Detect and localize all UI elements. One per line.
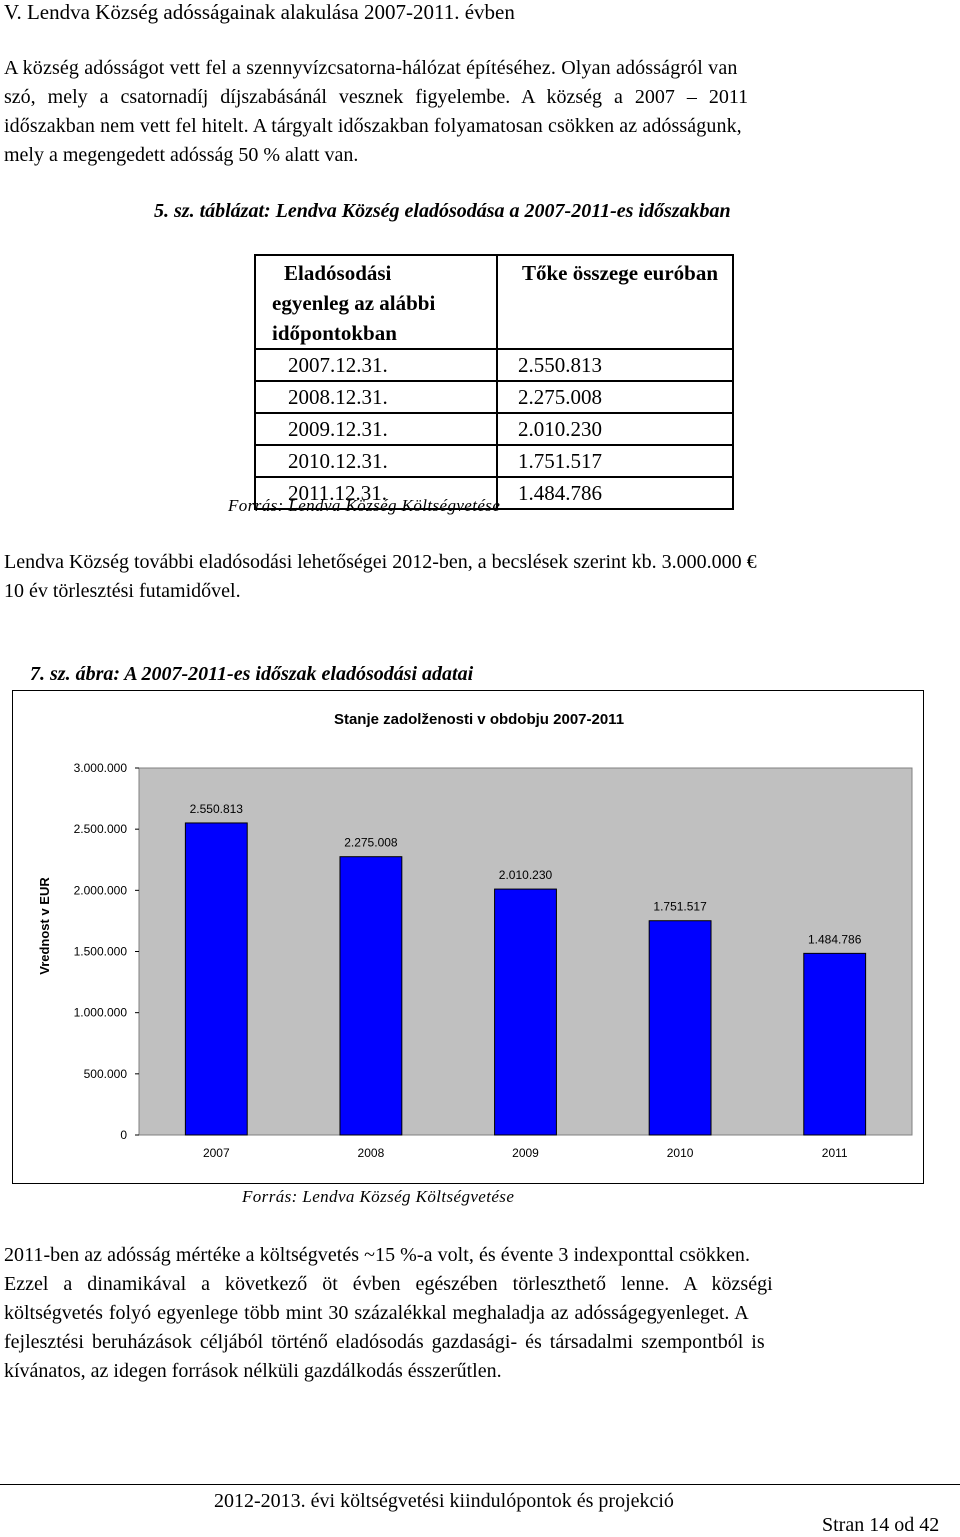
closing-line: kívánatos, az idegen források nélküli ga…	[4, 1360, 502, 1382]
mid-line: 10 év törlesztési futamidővel.	[4, 580, 241, 602]
table-cell-date: 2009.12.31.	[254, 412, 498, 445]
header-line: Eladósodási	[284, 261, 392, 285]
bar-value-label: 1.751.517	[653, 900, 707, 914]
y-tick-label: 1.000.000	[74, 1006, 128, 1020]
table-row: 2007.12.31. 2.550.813	[254, 348, 734, 381]
table-cell-amount: 2.010.230	[496, 412, 734, 445]
closing-line: Ezzel a dinamikával a következő öt évben…	[4, 1273, 773, 1295]
bar-2007	[184, 822, 248, 1136]
x-tick-label: 2008	[358, 1146, 385, 1160]
table-cell-date: 2008.12.31.	[254, 380, 498, 413]
y-axis-label: Vrednost v EUR	[37, 877, 52, 975]
x-tick-label: 2010	[667, 1146, 694, 1160]
table-cell-date: 2007.12.31.	[254, 348, 498, 381]
table-header-date: Eladósodási egyenleg az alábbi időpontok…	[254, 254, 498, 350]
bar-series: 2.550.813 2.275.008 2.010.230 1.751.517 1.48…	[184, 802, 867, 1136]
header-line: időpontokban	[272, 321, 397, 345]
table-row: 2011.12.31. 1.484.786	[254, 476, 734, 510]
bar-value-label: 1.484.786	[808, 932, 862, 946]
section-heading: V. Lendva Község adósságainak alakulása …	[4, 0, 515, 24]
bar-2010	[648, 920, 712, 1136]
y-tick-label: 2.500.000	[74, 822, 128, 836]
intro-line: A község adósságot vett fel a szennyvízc…	[4, 57, 738, 79]
table-cell-amount: 2.550.813	[496, 348, 734, 381]
x-tick-label: 2009	[512, 1146, 539, 1160]
table-cell-date: 2011.12.31.	[254, 476, 498, 510]
footer-rule	[0, 1484, 960, 1485]
y-tick-label: 500.000	[84, 1067, 128, 1081]
chart-frame: Stanje zadolženosti v obdobju 2007-2011 …	[12, 690, 924, 1184]
intro-paragraph: A község adósságot vett fel a szennyvízc…	[4, 54, 956, 170]
closing-line: fejlesztési beruházások céljából történő…	[4, 1331, 765, 1353]
table-cell-amount: 1.751.517	[496, 444, 734, 477]
x-tick-label: 2011	[822, 1146, 848, 1160]
debt-table: Eladósodási egyenleg az alábbi időpontok…	[254, 254, 734, 510]
bar-value-label: 2.010.230	[499, 868, 553, 882]
y-tick-label: 0	[120, 1128, 127, 1142]
table-header-row: Eladósodási egyenleg az alábbi időpontok…	[254, 254, 734, 350]
closing-line: 2011-ben az adósság mértéke a költségvet…	[4, 1244, 751, 1266]
table-caption: 5. sz. táblázat: Lendva Község eladósodá…	[154, 200, 731, 222]
bar-2009	[494, 888, 557, 1136]
header-line: egyenleg az alábbi	[272, 291, 436, 315]
y-axis: 0 500.000 1.000.000 1.500.000 2.000.000 2.500…	[74, 761, 139, 1142]
table-cell-amount: 2.275.008	[496, 380, 734, 413]
table-row: 2010.12.31. 1.751.517	[254, 444, 734, 477]
table-row: 2008.12.31. 2.275.008	[254, 380, 734, 413]
mid-line: Lendva Község további eladósodási lehető…	[4, 551, 757, 573]
bar-2011	[803, 952, 867, 1136]
intro-line: időszakban nem vett fel hitelt. A tárgya…	[4, 115, 742, 137]
x-tick-label: 2007	[203, 1146, 230, 1160]
bar-2008	[339, 856, 403, 1136]
figure-source: Forrás: Lendva Község Költségvetése	[242, 1187, 515, 1206]
table-source: Forrás: Lendva Község Költségvetése	[228, 496, 501, 515]
intro-line: mely a megengedett adósság 50 % alatt va…	[4, 144, 359, 166]
y-tick-label: 3.000.000	[74, 761, 128, 775]
intro-line: szó, mely a csatornadíj díjszabásánál ve…	[4, 86, 749, 108]
bar-value-label: 2.550.813	[190, 802, 244, 816]
table-cell-date: 2010.12.31.	[254, 444, 498, 477]
table-cell-amount: 1.484.786	[496, 476, 734, 510]
figure-caption: 7. sz. ábra: A 2007-2011-es időszak elad…	[30, 663, 474, 685]
x-axis: 2007 2008 2009 2010 2011	[203, 1146, 848, 1160]
closing-paragraph: 2011-ben az adósság mértéke a költségvet…	[4, 1241, 956, 1386]
closing-line: költségvetés folyó egyenlege több mint 3…	[4, 1302, 749, 1324]
page-number: Stran 14 od 42	[822, 1514, 940, 1536]
mid-paragraph: Lendva Község további eladósodási lehető…	[4, 548, 956, 606]
bar-chart: Stanje zadolženosti v obdobju 2007-2011 …	[37, 711, 913, 1160]
y-tick-label: 1.500.000	[74, 945, 128, 959]
table-row: 2009.12.31. 2.010.230	[254, 412, 734, 445]
chart-title: Stanje zadolženosti v obdobju 2007-2011	[334, 711, 624, 728]
bar-value-label: 2.275.008	[344, 836, 398, 850]
footer-title: 2012-2013. évi költségvetési kiindulópon…	[214, 1490, 674, 1512]
table-header-amount: Tőke összege euróban	[496, 254, 734, 350]
y-tick-label: 2.000.000	[74, 883, 128, 897]
